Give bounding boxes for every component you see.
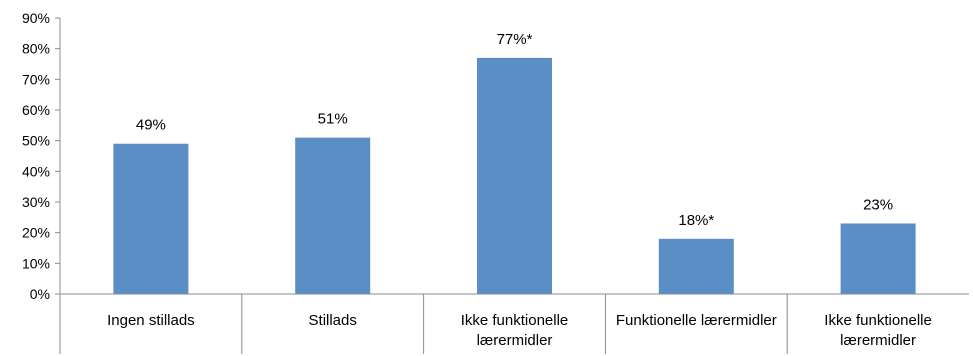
x-category-label: Ingen stillads	[107, 312, 195, 329]
y-tick-label: 90%	[22, 10, 50, 26]
y-tick-label: 60%	[22, 102, 50, 118]
x-category-label: Funktionelle lærermidler	[616, 312, 777, 329]
y-tick-label: 20%	[22, 225, 50, 241]
y-tick-label: 80%	[22, 41, 50, 57]
bar	[658, 238, 734, 294]
x-category-label: Ikke funktionelle	[461, 312, 569, 329]
y-tick-label: 0%	[30, 286, 50, 302]
y-tick-label: 50%	[22, 133, 50, 149]
x-axis: Ingen stillads Stillads Ikke funktionelle l…	[59, 293, 969, 354]
data-labels: 49% 51% 77%* 18%* 23%	[136, 31, 893, 229]
bar	[113, 143, 189, 294]
y-tick-label: 30%	[22, 194, 50, 210]
bar-value-label: 51%	[318, 111, 348, 128]
bar-series	[113, 57, 916, 294]
y-tick-label: 10%	[22, 255, 50, 271]
x-category-label: Stillads	[309, 312, 357, 329]
y-axis: 0% 10% 20% 30% 40% 50% 60% 70% 80% 90%	[22, 10, 61, 302]
bar-value-label: 49%	[136, 117, 166, 134]
x-category-label: Ikke funktionelle	[824, 312, 932, 329]
bar-value-label: 23%	[863, 196, 893, 213]
bar-value-label: 18%*	[678, 212, 714, 229]
y-tick-label: 40%	[22, 163, 50, 179]
bar-value-label: 77%*	[497, 31, 533, 48]
x-category-label: lærermidler	[840, 332, 916, 349]
bar	[840, 223, 916, 294]
bar	[295, 137, 371, 294]
bar	[477, 57, 552, 294]
y-tick-label: 70%	[22, 71, 50, 87]
x-category-label: lærermidler	[477, 332, 553, 349]
